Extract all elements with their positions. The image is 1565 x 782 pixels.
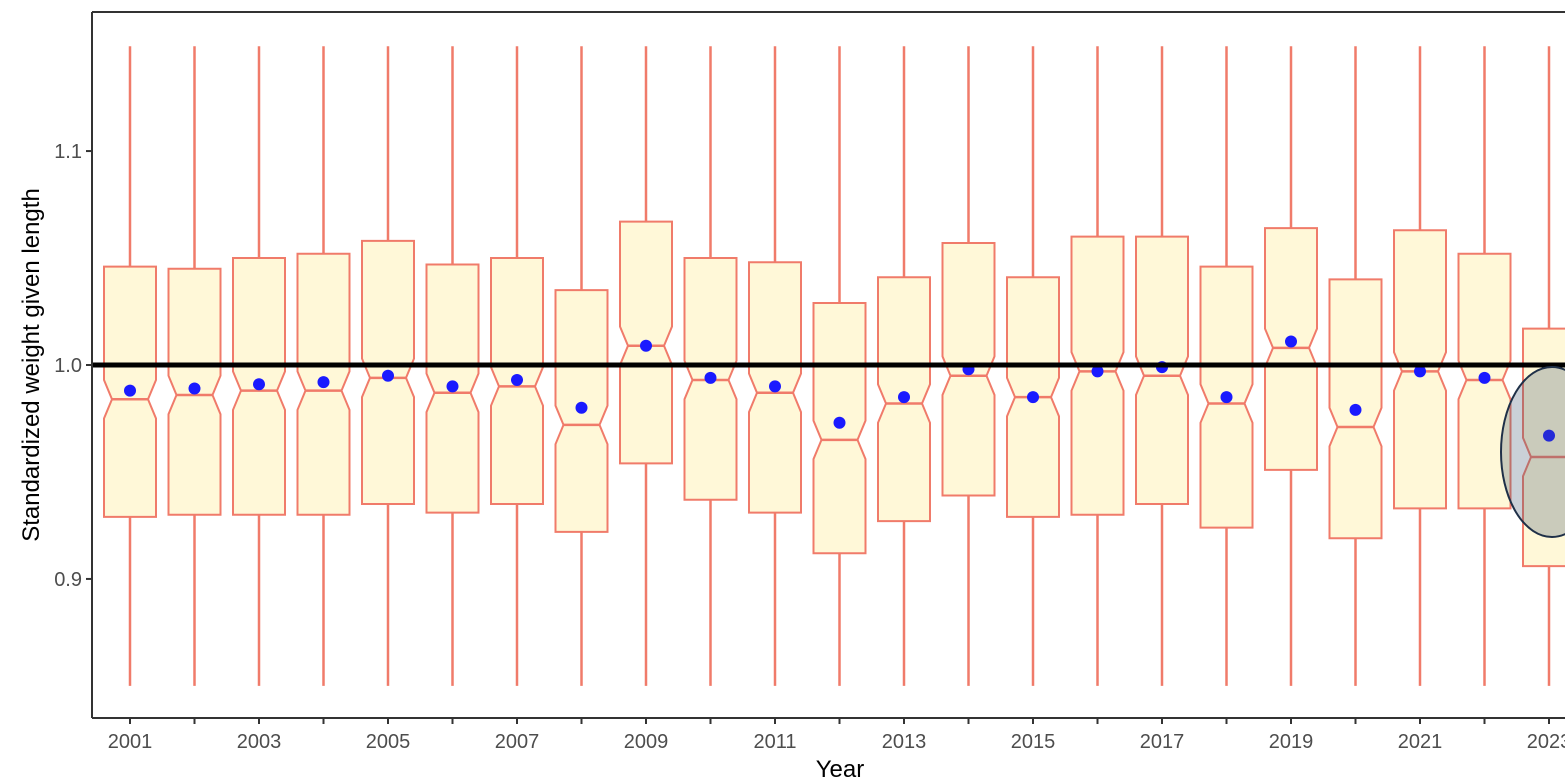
mean-point — [1027, 391, 1039, 404]
x-tick-label: 2005 — [366, 731, 411, 753]
x-tick-label: 2015 — [1011, 731, 1056, 753]
x-tick-label: 2019 — [1269, 731, 1314, 753]
box-2005 — [361, 46, 415, 686]
box-2010 — [683, 46, 738, 686]
x-tick-label: 2003 — [237, 731, 282, 753]
box-2015 — [1006, 46, 1060, 686]
highlight-ellipse — [1500, 366, 1565, 538]
x-tick-label: 2011 — [753, 731, 796, 753]
x-tick-label: 2007 — [495, 731, 540, 753]
box-2017 — [1135, 46, 1189, 686]
box-2001 — [103, 46, 157, 686]
box-2019 — [1264, 46, 1318, 686]
mean-point — [511, 373, 523, 386]
x-tick-label: 2013 — [882, 731, 927, 753]
mean-point — [188, 382, 201, 395]
box-2009 — [619, 46, 673, 686]
mean-point — [1478, 371, 1491, 384]
mean-point — [1414, 365, 1426, 378]
mean-point — [317, 376, 330, 389]
x-axis-title: Year — [816, 756, 865, 782]
box-2022 — [1457, 46, 1512, 686]
box-2013 — [877, 46, 931, 686]
box-body — [1522, 327, 1565, 568]
y-tick-label: 1.1 — [54, 141, 82, 163]
box-2018 — [1199, 46, 1254, 686]
y-tick-label: 1.0 — [54, 355, 82, 377]
mean-point — [898, 391, 910, 404]
x-tick-label: 2009 — [624, 731, 669, 753]
mean-point — [575, 401, 588, 414]
box-2003 — [232, 46, 286, 686]
mean-point — [446, 380, 459, 393]
mean-point — [1543, 429, 1555, 442]
box-2004 — [296, 46, 351, 686]
x-tick-label: 2021 — [1398, 731, 1443, 753]
box-2016 — [1070, 46, 1125, 686]
x-tick-label: 2023 — [1527, 731, 1565, 753]
mean-point — [124, 384, 136, 397]
y-tick-label: 0.9 — [54, 569, 82, 591]
box-2023 — [1522, 46, 1565, 686]
mean-point — [1091, 365, 1104, 378]
box-2014 — [941, 46, 996, 686]
mean-point — [1285, 335, 1297, 348]
box-2007 — [490, 46, 544, 686]
box-2011 — [748, 46, 802, 686]
box-2020 — [1328, 46, 1383, 686]
box-2006 — [425, 46, 480, 686]
mean-point — [769, 380, 781, 393]
mean-point — [1349, 403, 1362, 416]
y-axis-title: Standardized weight given length — [18, 188, 45, 542]
box-2002 — [167, 46, 222, 686]
mean-point — [640, 339, 652, 352]
x-tick-label: 2001 — [108, 731, 153, 753]
x-tick-label: 2017 — [1140, 731, 1185, 753]
mean-point — [704, 371, 717, 384]
mean-point — [382, 369, 394, 382]
mean-point — [253, 378, 265, 391]
mean-point — [1220, 391, 1233, 404]
mean-point — [833, 416, 846, 429]
